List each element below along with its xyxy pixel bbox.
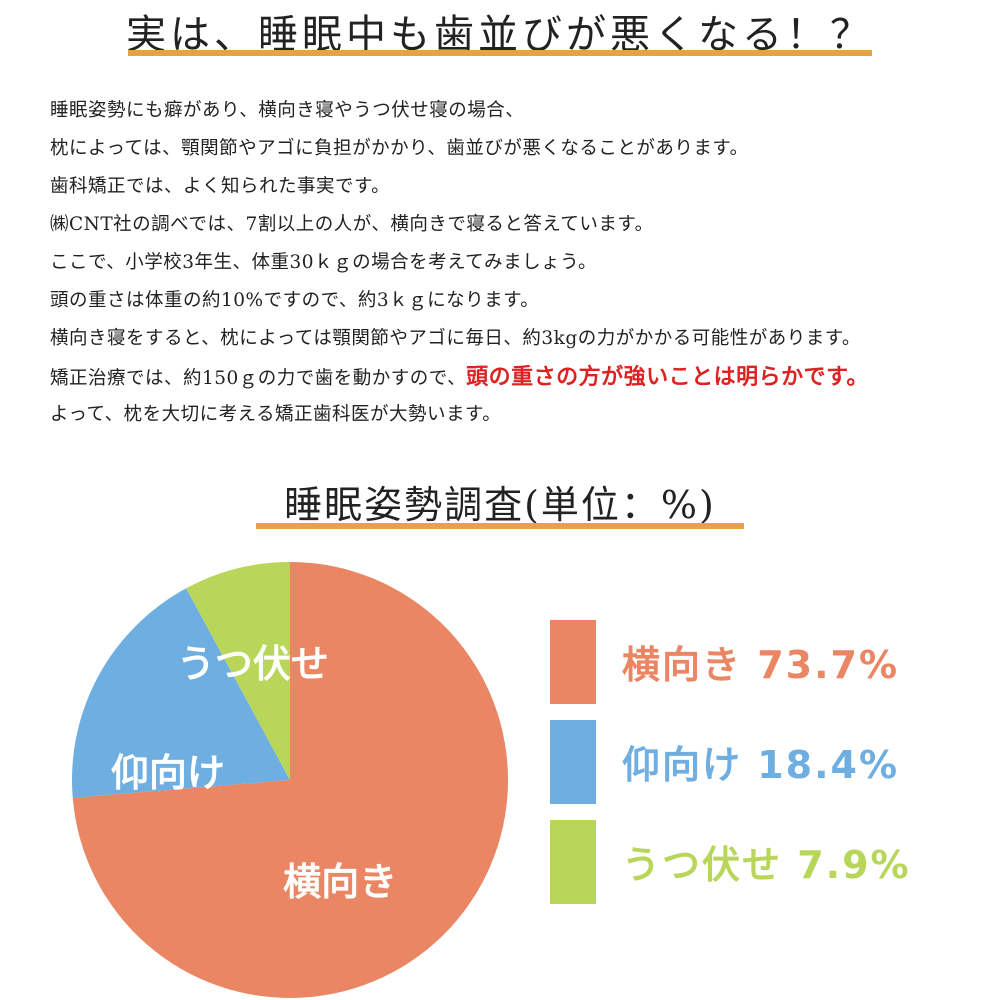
paragraph-line-text: 歯科矯正では、よく知られた事実です。 (50, 176, 391, 197)
pie-slice (72, 562, 508, 998)
paragraph-line: 枕によっては、顎関節やアゴに負担がかかり、歯並びが悪くなることがあります。 (50, 130, 980, 168)
legend-item: 仰向け 18.4% (550, 720, 970, 804)
chart-title: 睡眠姿勢調査(単位：%) (284, 483, 716, 527)
paragraph-line: 睡眠姿勢にも癖があり、横向き寝やうつ伏せ寝の場合、 (50, 92, 980, 130)
paragraph-line-text: 横向き寝をすると、枕によっては顎関節やアゴに毎日、約3kgの力がかかる可能性があ… (50, 328, 861, 349)
legend-item: うつ伏せ 7.9% (550, 820, 970, 904)
pie-slice (72, 588, 290, 798)
emphasis-text: 頭の重さの方が強いことは明らかです。 (466, 364, 869, 390)
legend-label: うつ伏せ 7.9% (622, 843, 911, 887)
pie-slice-label: 横向き (283, 860, 397, 904)
body-text: 睡眠姿勢にも癖があり、横向き寝やうつ伏せ寝の場合、枕によっては、顎関節やアゴに負… (50, 92, 980, 434)
pie-chart: 横向き 仰向け うつ伏せ (72, 562, 508, 998)
paragraph-line: ここで、小学校3年生、体重30ｋｇの場合を考えてみましょう。 (50, 244, 980, 282)
paragraph-line: ㈱CNT社の調べでは、7割以上の人が、横向きで寝ると答えています。 (50, 206, 980, 244)
paragraph-line: よって、枕を大切に考える矯正歯科医が大勢います。 (50, 396, 980, 434)
paragraph-line: 横向き寝をすると、枕によっては顎関節やアゴに毎日、約3kgの力がかかる可能性があ… (50, 320, 980, 358)
legend-swatch (550, 720, 596, 804)
paragraph-line-text: 頭の重さは体重の約10%ですので、約3ｋｇになります。 (50, 290, 540, 311)
headline-underline (128, 50, 872, 56)
pie-slice-label: うつ伏せ (177, 642, 329, 686)
paragraph-line-text: 睡眠姿勢にも癖があり、横向き寝やうつ伏せ寝の場合、 (50, 100, 525, 121)
chart-title-underline (256, 523, 744, 529)
paragraph-line: 頭の重さは体重の約10%ですので、約3ｋｇになります。 (50, 282, 980, 320)
legend-label: 横向き 73.7% (622, 643, 900, 687)
paragraph-line: 矯正治療では、約150ｇの力で歯を動かすので、頭の重さの方が強いことは明らかです… (50, 358, 980, 396)
pie-slice (186, 562, 290, 780)
paragraph-line-text: 枕によっては、顎関節やアゴに負担がかかり、歯並びが悪くなることがあります。 (50, 138, 749, 159)
legend-swatch (550, 620, 596, 704)
pie-slice-label: 仰向け (111, 751, 225, 795)
paragraph-line-text: ここで、小学校3年生、体重30ｋｇの場合を考えてみましょう。 (50, 252, 598, 273)
paragraph-line-text: 矯正治療では、約150ｇの力で歯を動かすので、 (50, 368, 467, 389)
paragraph-line: 歯科矯正では、よく知られた事実です。 (50, 168, 980, 206)
legend-item: 横向き 73.7% (550, 620, 970, 704)
paragraph-line-text: よって、枕を大切に考える矯正歯科医が大勢います。 (50, 404, 502, 425)
legend-swatch (550, 820, 596, 904)
legend-label: 仰向け 18.4% (622, 743, 900, 787)
paragraph-line-text: ㈱CNT社の調べでは、7割以上の人が、横向きで寝ると答えています。 (50, 214, 654, 235)
